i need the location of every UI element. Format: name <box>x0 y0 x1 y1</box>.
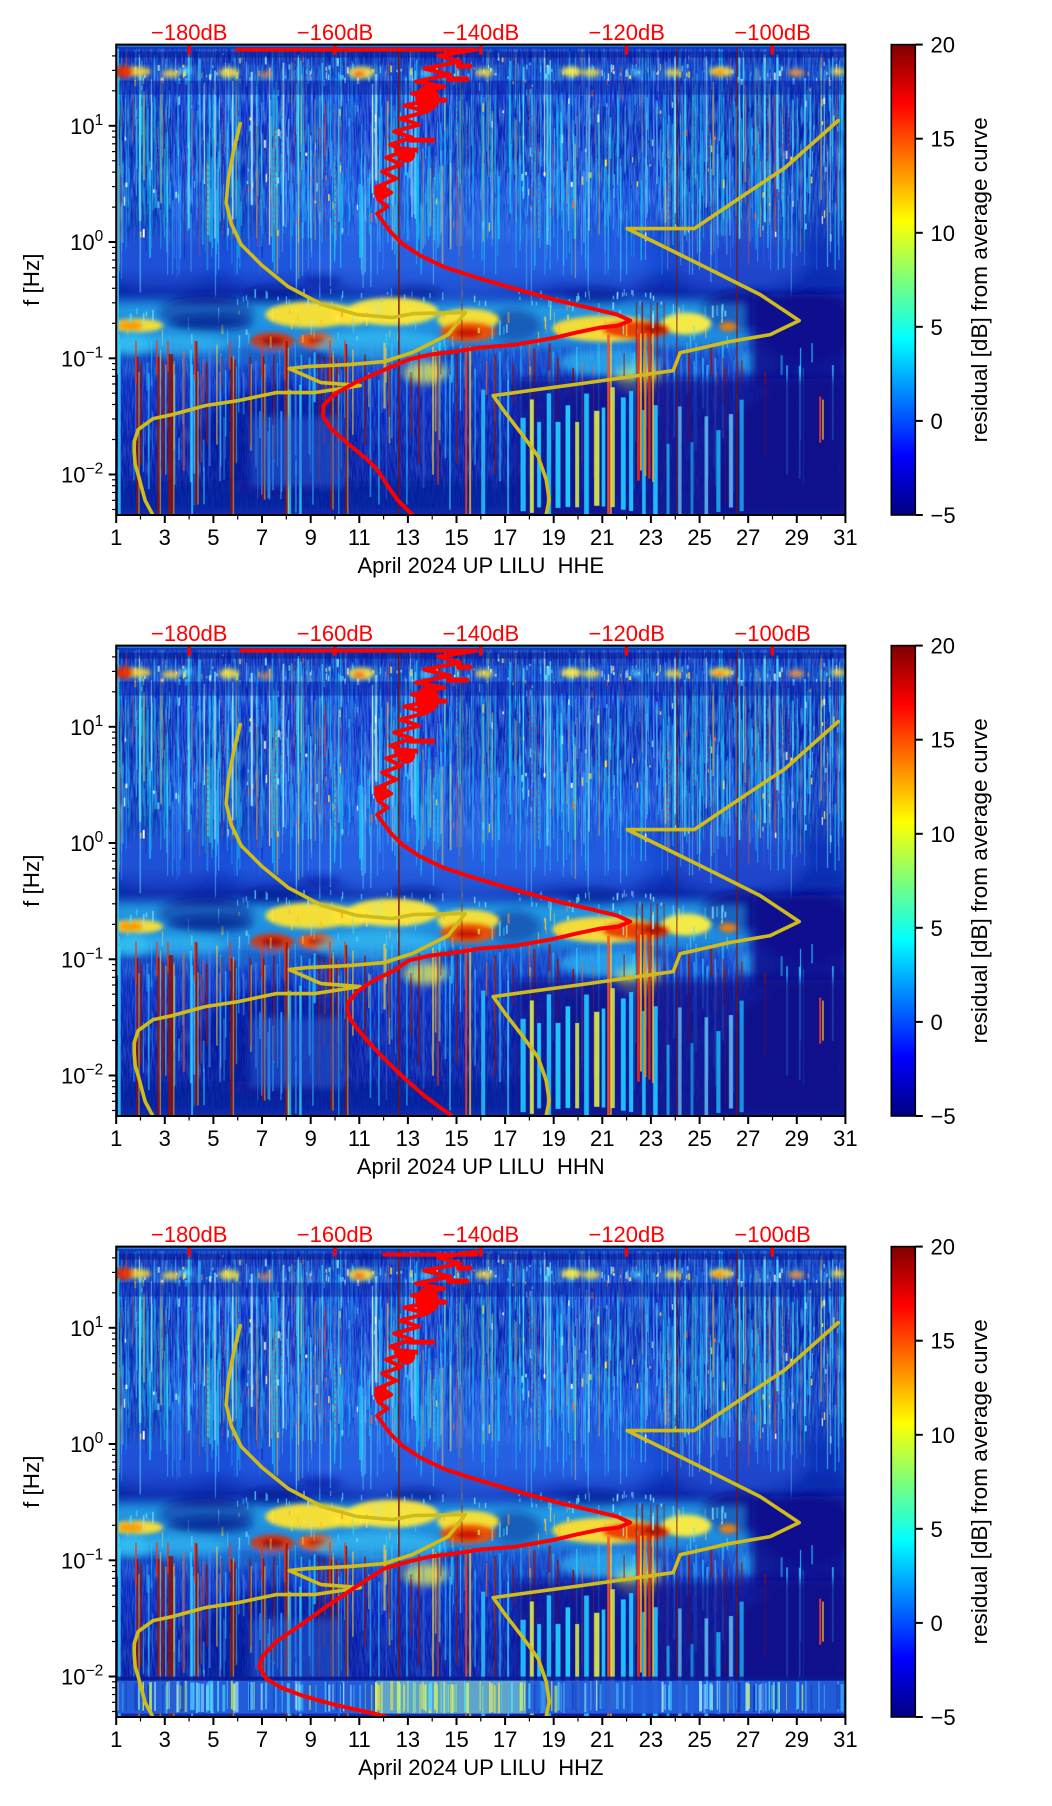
svg-text:11: 11 <box>348 525 371 550</box>
svg-text:−100dB: −100dB <box>734 1222 810 1247</box>
svg-text:5: 5 <box>931 315 943 340</box>
svg-text:21: 21 <box>590 1126 614 1151</box>
svg-text:10: 10 <box>931 822 955 847</box>
svg-text:0: 0 <box>931 1010 943 1035</box>
svg-text:15: 15 <box>444 1727 468 1752</box>
svg-text:27: 27 <box>736 525 760 550</box>
svg-text:April 2024 UP LILU HHE: April 2024 UP LILU HHE <box>357 553 604 578</box>
svg-text:April 2024 UP LILU HHZ: April 2024 UP LILU HHZ <box>358 1755 603 1780</box>
svg-text:13: 13 <box>396 1126 420 1151</box>
svg-text:−180dB: −180dB <box>151 20 227 45</box>
svg-text:residual [dB] from average cur: residual [dB] from average curve <box>967 718 992 1043</box>
svg-text:1: 1 <box>110 1727 122 1752</box>
svg-text:10: 10 <box>931 221 955 246</box>
svg-text:−140dB: −140dB <box>443 621 519 646</box>
svg-text:10−2: 10−2 <box>61 461 103 488</box>
svg-text:15: 15 <box>444 1126 468 1151</box>
svg-text:7: 7 <box>256 1126 268 1151</box>
svg-text:−5: −5 <box>931 1104 956 1129</box>
svg-text:−180dB: −180dB <box>151 621 227 646</box>
svg-text:9: 9 <box>305 1727 317 1752</box>
svg-text:3: 3 <box>159 1727 171 1752</box>
svg-text:10: 10 <box>931 1423 955 1448</box>
svg-text:9: 9 <box>305 1126 317 1151</box>
svg-text:10−1: 10−1 <box>61 1546 103 1573</box>
svg-text:−100dB: −100dB <box>734 621 810 646</box>
svg-text:5: 5 <box>207 525 219 550</box>
svg-text:5: 5 <box>931 916 943 941</box>
svg-text:−160dB: −160dB <box>297 20 373 45</box>
svg-text:27: 27 <box>736 1727 760 1752</box>
svg-text:−180dB: −180dB <box>151 1222 227 1247</box>
svg-text:−160dB: −160dB <box>297 1222 373 1247</box>
svg-text:−5: −5 <box>931 503 956 528</box>
svg-text:15: 15 <box>931 127 955 152</box>
svg-text:7: 7 <box>256 525 268 550</box>
svg-text:23: 23 <box>639 1126 663 1151</box>
svg-text:15: 15 <box>931 728 955 753</box>
svg-text:29: 29 <box>785 1126 809 1151</box>
svg-text:20: 20 <box>931 33 955 58</box>
svg-text:0: 0 <box>931 409 943 434</box>
svg-text:7: 7 <box>256 1727 268 1752</box>
svg-text:0: 0 <box>931 1611 943 1636</box>
svg-text:3: 3 <box>159 1126 171 1151</box>
svg-text:11: 11 <box>348 1727 371 1752</box>
svg-text:13: 13 <box>396 525 420 550</box>
svg-text:25: 25 <box>687 525 711 550</box>
svg-text:13: 13 <box>396 1727 420 1752</box>
svg-text:25: 25 <box>687 1126 711 1151</box>
svg-text:f [Hz]: f [Hz] <box>19 1456 44 1509</box>
svg-text:27: 27 <box>736 1126 760 1151</box>
svg-text:residual [dB] from average cur: residual [dB] from average curve <box>967 117 992 442</box>
svg-text:−140dB: −140dB <box>443 20 519 45</box>
svg-text:21: 21 <box>590 525 614 550</box>
svg-text:−120dB: −120dB <box>588 621 664 646</box>
svg-text:20: 20 <box>931 1235 955 1260</box>
svg-text:−140dB: −140dB <box>443 1222 519 1247</box>
svg-text:17: 17 <box>493 1727 517 1752</box>
svg-text:17: 17 <box>493 525 517 550</box>
svg-text:3: 3 <box>159 525 171 550</box>
svg-text:5: 5 <box>207 1126 219 1151</box>
svg-text:31: 31 <box>833 1126 857 1151</box>
svg-text:−120dB: −120dB <box>588 1222 664 1247</box>
svg-text:29: 29 <box>785 525 809 550</box>
svg-text:−120dB: −120dB <box>588 20 664 45</box>
svg-text:15: 15 <box>444 525 468 550</box>
svg-text:23: 23 <box>639 525 663 550</box>
svg-text:f [Hz]: f [Hz] <box>19 855 44 908</box>
svg-text:−5: −5 <box>931 1705 956 1730</box>
svg-text:5: 5 <box>207 1727 219 1752</box>
svg-text:19: 19 <box>541 525 565 550</box>
svg-text:25: 25 <box>687 1727 711 1752</box>
svg-text:21: 21 <box>590 1727 614 1752</box>
svg-text:23: 23 <box>639 1727 663 1752</box>
svg-text:29: 29 <box>785 1727 809 1752</box>
svg-text:31: 31 <box>833 1727 857 1752</box>
svg-text:1: 1 <box>110 525 122 550</box>
svg-text:April 2024 UP LILU HHN: April 2024 UP LILU HHN <box>357 1154 605 1179</box>
svg-text:11: 11 <box>348 1126 371 1151</box>
svg-text:15: 15 <box>931 1329 955 1354</box>
svg-text:−100dB: −100dB <box>734 20 810 45</box>
svg-text:19: 19 <box>541 1727 565 1752</box>
svg-text:residual [dB] from average cur: residual [dB] from average curve <box>967 1319 992 1644</box>
svg-text:1: 1 <box>110 1126 122 1151</box>
svg-text:f [Hz]: f [Hz] <box>19 254 44 307</box>
svg-text:19: 19 <box>541 1126 565 1151</box>
svg-text:−160dB: −160dB <box>297 621 373 646</box>
svg-text:10−1: 10−1 <box>61 344 103 371</box>
svg-text:20: 20 <box>931 634 955 659</box>
svg-text:31: 31 <box>833 525 857 550</box>
svg-text:17: 17 <box>493 1126 517 1151</box>
svg-text:5: 5 <box>931 1517 943 1542</box>
svg-text:9: 9 <box>305 525 317 550</box>
